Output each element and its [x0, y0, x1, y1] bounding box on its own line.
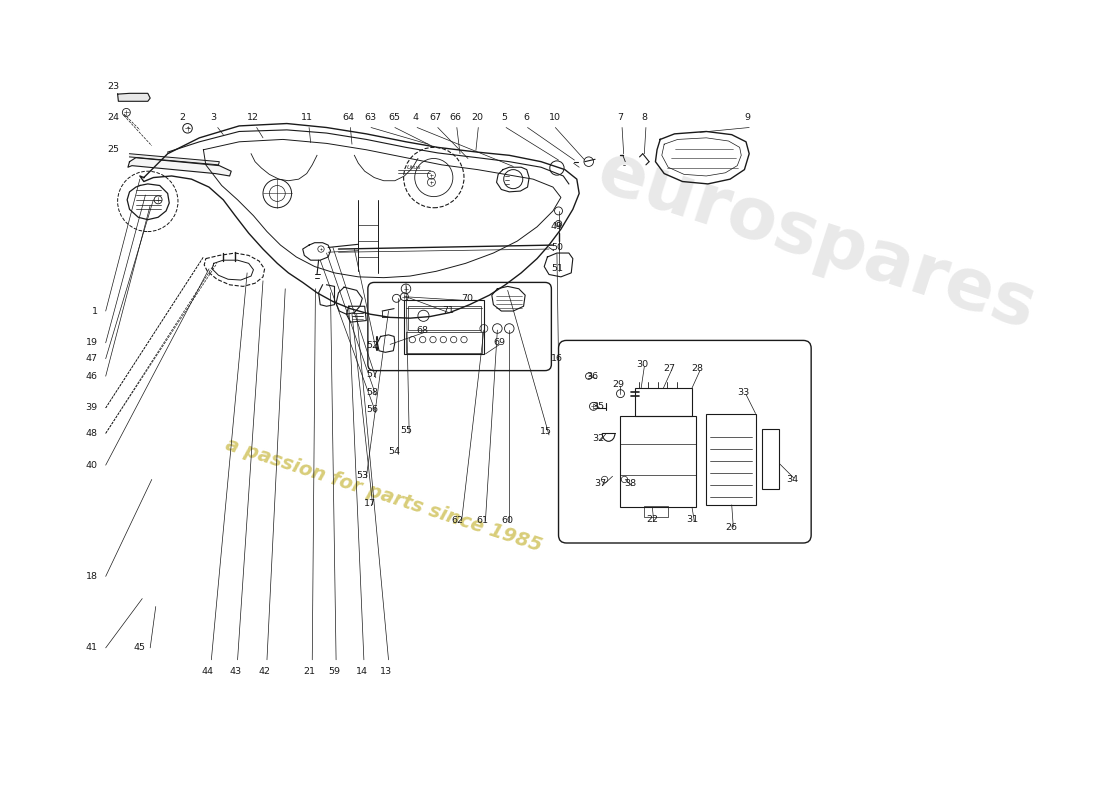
Text: 5: 5 [502, 114, 507, 122]
Text: 49: 49 [551, 222, 563, 231]
Bar [645, 506, 668, 517]
Text: 25: 25 [108, 146, 120, 154]
Text: 48: 48 [86, 429, 98, 438]
Text: 7: 7 [617, 114, 624, 122]
Bar [620, 416, 696, 507]
Text: 52: 52 [366, 342, 378, 350]
Text: 8: 8 [641, 114, 647, 122]
Text: 19: 19 [86, 338, 98, 347]
Text: 12: 12 [246, 114, 258, 122]
Polygon shape [118, 94, 151, 102]
Text: 27: 27 [663, 364, 675, 373]
Text: 34: 34 [786, 475, 799, 484]
Text: 58: 58 [366, 387, 378, 397]
Text: 68: 68 [416, 326, 428, 334]
Polygon shape [128, 158, 231, 176]
Text: Urus: Urus [407, 165, 421, 170]
Text: 16: 16 [551, 354, 563, 363]
Text: 45: 45 [133, 643, 145, 652]
Text: 13: 13 [381, 667, 393, 676]
Text: 50: 50 [551, 243, 563, 252]
Text: 3: 3 [210, 114, 216, 122]
Text: 44: 44 [201, 667, 213, 676]
Text: 70: 70 [461, 294, 473, 303]
Text: 39: 39 [86, 403, 98, 413]
Text: 59: 59 [329, 667, 341, 676]
Text: 67: 67 [429, 114, 441, 122]
Text: 53: 53 [356, 471, 369, 480]
Text: 10: 10 [549, 114, 561, 122]
Text: 57: 57 [366, 370, 378, 379]
Text: 46: 46 [86, 372, 98, 381]
Text: 63: 63 [364, 114, 376, 122]
Text: 43: 43 [229, 667, 241, 676]
Text: 20: 20 [472, 114, 484, 122]
Text: 40: 40 [86, 461, 98, 470]
Text: 28: 28 [692, 364, 704, 373]
Text: 71: 71 [442, 306, 454, 314]
Text: 11: 11 [300, 114, 312, 122]
Text: 55: 55 [400, 426, 412, 434]
Text: 62: 62 [452, 516, 463, 526]
Text: 38: 38 [624, 479, 636, 488]
Text: 64: 64 [343, 114, 355, 122]
Text: 9: 9 [745, 114, 750, 122]
Text: 36: 36 [586, 372, 598, 381]
Text: 51: 51 [551, 265, 563, 274]
Polygon shape [130, 154, 219, 165]
Text: 29: 29 [612, 380, 624, 389]
Text: 23: 23 [108, 82, 120, 90]
Text: 17: 17 [364, 498, 376, 508]
Text: a passion for parts since 1985: a passion for parts since 1985 [223, 435, 544, 556]
Text: 56: 56 [366, 405, 378, 414]
Bar [408, 306, 481, 330]
Bar [706, 414, 756, 505]
Bar [405, 300, 484, 354]
Text: 47: 47 [86, 354, 98, 363]
Text: 31: 31 [686, 514, 698, 524]
Text: 65: 65 [388, 114, 400, 122]
Bar [635, 388, 692, 416]
Text: 33: 33 [737, 387, 750, 397]
Text: 2: 2 [179, 114, 185, 122]
Text: 14: 14 [356, 667, 369, 676]
Text: 42: 42 [258, 667, 271, 676]
Text: 61: 61 [476, 516, 488, 526]
Text: 26: 26 [726, 522, 738, 532]
Text: 41: 41 [86, 643, 98, 652]
Text: 37: 37 [595, 479, 607, 488]
Text: 60: 60 [502, 516, 514, 526]
Text: 30: 30 [636, 360, 648, 369]
Bar [762, 430, 780, 489]
Text: 66: 66 [449, 114, 461, 122]
Text: 18: 18 [86, 572, 98, 581]
Text: 1: 1 [91, 306, 98, 315]
Text: 6: 6 [522, 114, 529, 122]
Text: 4: 4 [412, 114, 418, 122]
Text: 35: 35 [592, 402, 604, 411]
Text: 24: 24 [108, 114, 120, 122]
Bar [406, 333, 482, 353]
Text: 21: 21 [304, 667, 315, 676]
Text: 69: 69 [494, 338, 506, 347]
Text: 54: 54 [388, 447, 400, 456]
Text: eurospares: eurospares [588, 138, 1045, 345]
Text: 22: 22 [647, 514, 658, 524]
Text: 15: 15 [540, 427, 552, 436]
Text: 32: 32 [592, 434, 604, 442]
